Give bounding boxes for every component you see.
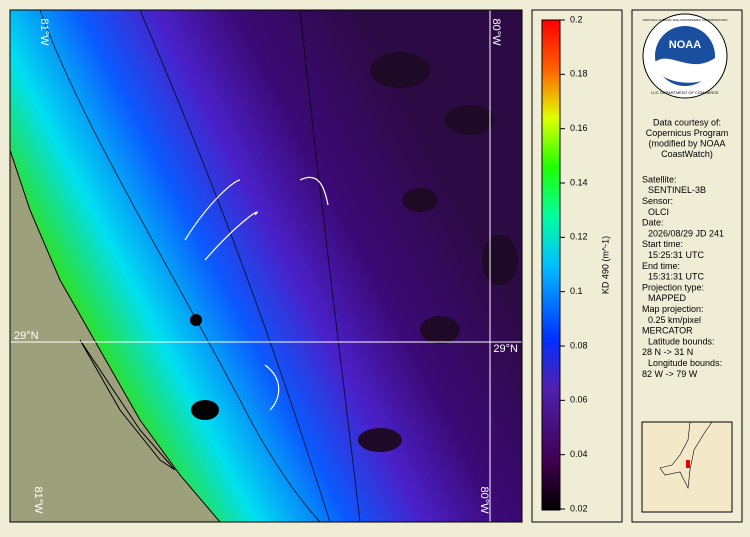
lon-label: 81°W [38,18,50,46]
detail-label: Satellite: [642,174,677,184]
tick-label: 0.16 [570,123,588,133]
colorbar-panel: KD 490 (m^-1) 0.02 0.04 0.06 0.08 0.1 0.12 0.1… [531,9,623,523]
detail-value: MAPPED [648,293,687,303]
detail-label: 82 W -> 79 W [642,369,698,379]
inset-coast [659,421,713,490]
detail-label: Sensor: [642,196,673,206]
lon-label: 81°W [32,486,44,514]
courtesy-line: Data courtesy of: [653,117,721,127]
detail-label: Map projection: [642,304,704,314]
map-border [9,9,523,523]
tick-label: 0.1 [570,286,583,296]
detail-value: 15:31:31 UTC [648,272,705,282]
lat-label: 29°N [14,330,39,342]
courtesy-line: (modified by NOAA [648,138,725,148]
detail-label: Date: [642,218,664,228]
logo-wave [655,58,715,83]
bathymetry [39,10,361,522]
info-panel: NOAA NATIONAL OCEANIC AND ATMOSPHERIC AD… [631,9,743,523]
tick-label: 0.14 [570,177,588,187]
detail-value: SENTINEL-3B [648,185,706,195]
detail-value: 0.25 km/pixel [648,315,701,325]
tick-label: 0.04 [570,449,588,459]
colorbar-label: KD 490 (m^-1) [600,236,610,294]
detail-label: End time: [642,261,680,271]
detail-value: OLCI [648,207,669,217]
tick-label: 0.08 [570,340,588,350]
tick-label: 0.02 [570,503,588,513]
inset-region [686,460,690,468]
tick-label: 0.18 [570,69,588,79]
courtesy-line: Copernicus Program [646,128,729,138]
logo-agency: NATIONAL OCEANIC AND ATMOSPHERIC ADMINIS… [643,18,728,22]
map: 81°W 80°W 29°N 29°N 81°W 80°W [10,10,522,522]
detail-value: Latitude bounds: [648,336,715,346]
lon-label: 80°W [478,486,490,514]
lat-label: 29°N [493,343,518,355]
detail-label: MERCATOR [642,326,693,336]
contours [184,176,329,411]
detail-label: Projection type: [642,282,704,292]
colorbar [541,19,561,511]
tick-label: 0.2 [570,14,583,24]
clouds [190,52,518,452]
logo-department: U.S. DEPARTMENT OF COMMERCE [651,90,719,95]
lon-label: 80°W [490,18,502,46]
detail-label: 28 N -> 31 N [642,347,693,357]
barrier-island [79,339,176,471]
tick-label: 0.12 [570,232,588,242]
courtesy-line: CoastWatch) [661,149,713,159]
tick-label: 0.06 [570,395,588,405]
logo-name: NOAA [669,39,701,51]
detail-value: Longitude bounds: [648,358,722,368]
land [10,149,221,522]
detail-value: 2026/08/29 JD 241 [648,228,724,238]
detail-value: 15:25:31 UTC [648,250,705,260]
detail-label: Start time: [642,239,683,249]
